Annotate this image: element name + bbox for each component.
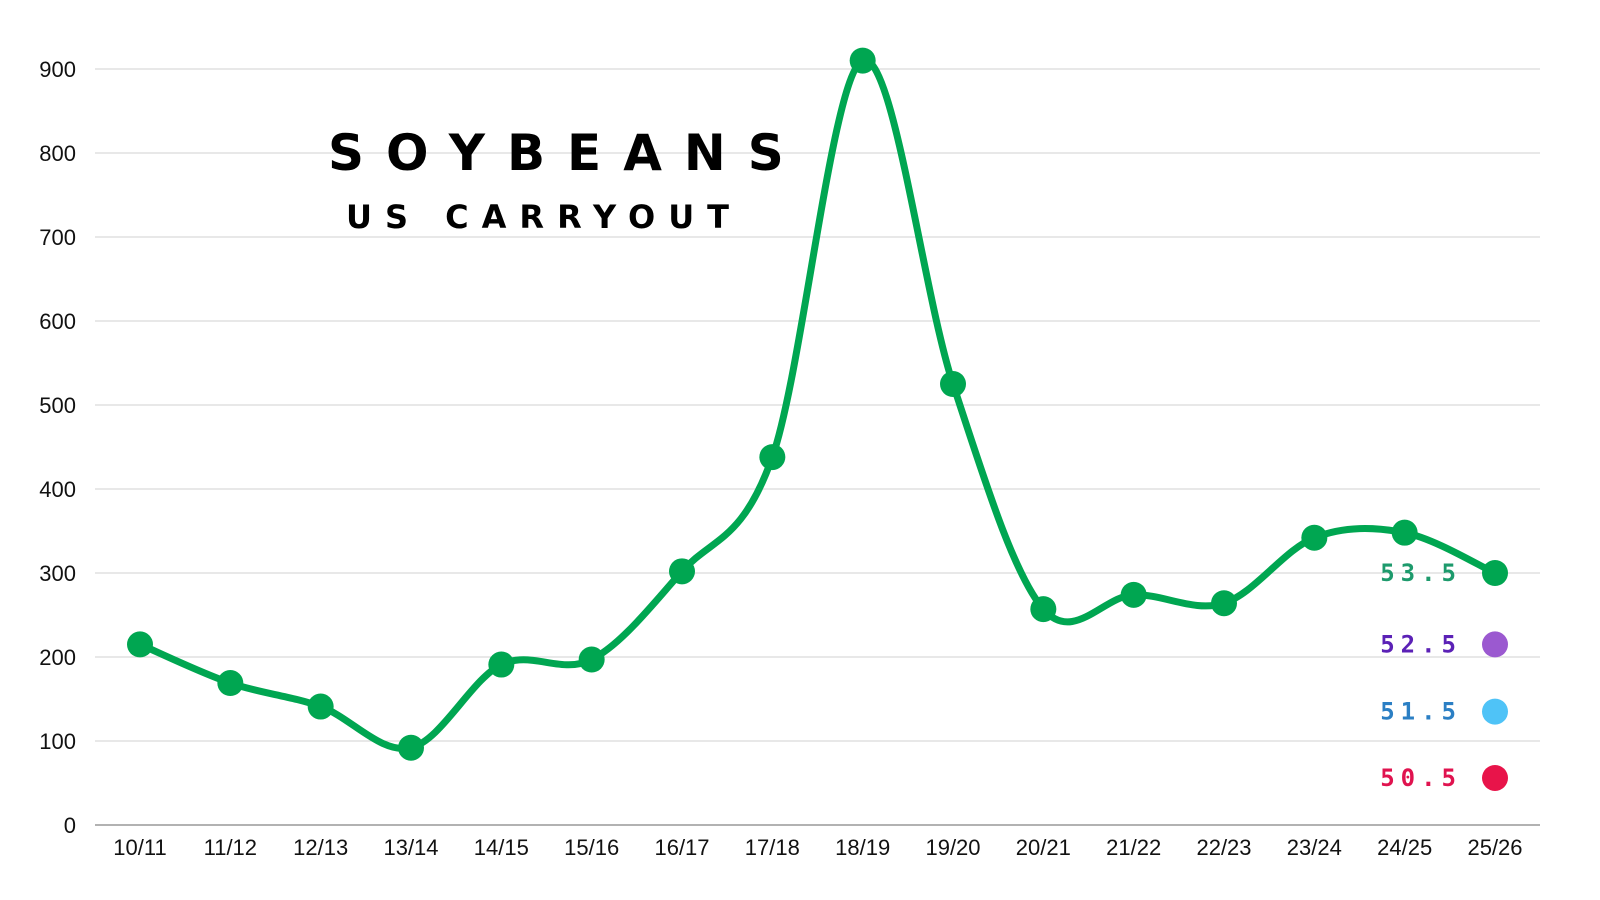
data-point-12-13 [307,693,334,720]
data-point-17-18 [759,444,786,471]
data-point-15-16 [578,646,605,673]
scenario-marker [1482,631,1508,658]
y-tick-label: 500 [39,393,76,418]
x-tick-label: 25/26 [1467,835,1522,860]
data-point-24-25 [1391,519,1418,546]
x-tick-label: 10/11 [113,835,166,860]
scenario-label: 52.5 [1380,630,1462,658]
data-point-20-21 [1030,596,1057,623]
data-point-21-22 [1120,581,1147,608]
scenario-label: 50.5 [1380,764,1462,792]
x-tick-label: 22/23 [1196,835,1251,860]
y-tick-label: 800 [39,141,76,166]
y-tick-label: 900 [39,57,76,82]
x-tick-label: 12/13 [293,835,348,860]
y-tick-label: 400 [39,477,76,502]
y-tick-label: 0 [64,813,76,838]
data-point-25-26 [1482,560,1508,586]
chart-title: SOYBEANS [328,124,806,182]
x-tick-label: 15/16 [564,835,619,860]
data-point-14-15 [488,651,515,678]
data-point-16-17 [669,558,695,585]
x-axis-ticks: 10/11 11/12 12/13 13/14 14/15 15/16 16/17 17/18… [113,835,1522,860]
y-tick-label: 200 [39,645,76,670]
x-tick-label: 11/12 [204,835,257,860]
y-axis-ticks: 0 100 200 300 400 500 600 700 800 900 [39,57,76,838]
data-point-19-20 [940,371,966,397]
chart-subtitle: US CARRYOUT [346,198,742,236]
data-point-18-19 [849,47,876,74]
x-tick-label: 19/20 [925,835,980,860]
scenario-marker [1482,764,1508,791]
data-point-23-24 [1301,524,1328,551]
x-tick-label: 13/14 [383,835,438,860]
data-point-22-23 [1211,590,1237,617]
x-tick-label: 18/19 [835,835,890,860]
data-point-11-12 [217,670,244,697]
data-point-10-11 [127,631,153,658]
y-tick-label: 300 [39,561,76,586]
gridlines [95,68,1540,742]
scenario-annotations: 53.5 52.5 51.5 50.5 [1380,559,1508,792]
y-tick-label: 100 [39,729,76,754]
y-tick-label: 700 [39,225,76,250]
scenario-label: 51.5 [1380,698,1462,726]
x-tick-label: 14/15 [474,835,529,860]
x-tick-label: 17/18 [745,835,800,860]
scenario-label: 53.5 [1380,559,1462,587]
series-layer [127,47,1508,761]
x-tick-label: 20/21 [1016,835,1071,860]
y-tick-label: 600 [39,309,76,334]
x-tick-label: 23/24 [1287,835,1342,860]
x-tick-label: 16/17 [654,835,709,860]
x-tick-label: 21/22 [1106,835,1161,860]
x-tick-label: 24/25 [1377,835,1432,860]
data-point-13-14 [398,734,424,761]
scenario-marker [1482,698,1508,725]
